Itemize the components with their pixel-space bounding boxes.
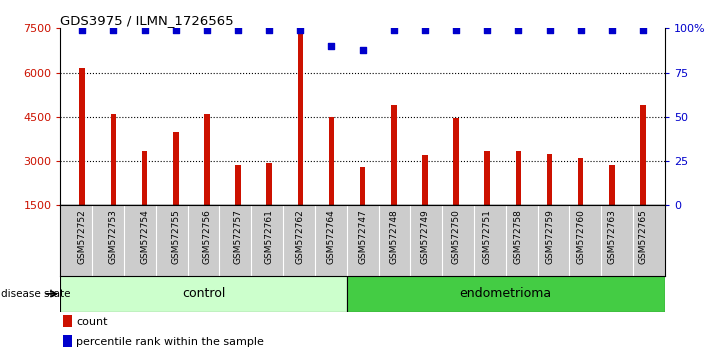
- Point: [388, 27, 400, 33]
- Point: [419, 27, 431, 33]
- Text: GSM572750: GSM572750: [451, 209, 461, 264]
- Text: GSM572754: GSM572754: [140, 209, 149, 264]
- Point: [544, 27, 555, 33]
- Bar: [267, 162, 272, 250]
- Text: GSM572749: GSM572749: [420, 209, 429, 264]
- Text: GSM572761: GSM572761: [264, 209, 274, 264]
- Point: [513, 27, 524, 33]
- Bar: [609, 166, 614, 250]
- Text: GSM572753: GSM572753: [109, 209, 118, 264]
- Point: [637, 27, 648, 33]
- Point: [201, 27, 213, 33]
- Text: disease state: disease state: [1, 289, 70, 299]
- Point: [139, 27, 150, 33]
- Point: [326, 43, 337, 49]
- Bar: [80, 68, 85, 250]
- Text: GSM572752: GSM572752: [77, 209, 87, 264]
- Bar: [578, 158, 584, 250]
- Text: percentile rank within the sample: percentile rank within the sample: [76, 337, 264, 347]
- Point: [107, 27, 119, 33]
- Text: GSM572755: GSM572755: [171, 209, 180, 264]
- Text: GSM572760: GSM572760: [576, 209, 585, 264]
- Bar: [204, 114, 210, 250]
- Bar: [360, 167, 365, 250]
- Bar: [515, 151, 521, 250]
- Point: [606, 27, 618, 33]
- Text: GSM572765: GSM572765: [638, 209, 648, 264]
- Bar: [60, 276, 347, 312]
- Bar: [141, 151, 147, 250]
- Bar: [547, 154, 552, 250]
- Text: GSM572757: GSM572757: [233, 209, 242, 264]
- Point: [264, 27, 275, 33]
- Point: [170, 27, 181, 33]
- Point: [357, 47, 368, 52]
- Text: GSM572764: GSM572764: [327, 209, 336, 264]
- Text: GSM572751: GSM572751: [483, 209, 492, 264]
- Point: [575, 27, 587, 33]
- Point: [481, 27, 493, 33]
- Bar: [484, 151, 490, 250]
- Text: GSM572748: GSM572748: [389, 209, 398, 264]
- Bar: [422, 155, 428, 250]
- Text: GSM572762: GSM572762: [296, 209, 305, 264]
- Bar: [173, 132, 178, 250]
- Bar: [391, 105, 397, 250]
- Text: GSM572747: GSM572747: [358, 209, 367, 264]
- Bar: [63, 335, 72, 347]
- Text: endometrioma: endometrioma: [460, 287, 552, 300]
- Text: control: control: [182, 287, 225, 300]
- Bar: [347, 276, 665, 312]
- Text: GDS3975 / ILMN_1726565: GDS3975 / ILMN_1726565: [60, 14, 234, 27]
- Point: [450, 27, 461, 33]
- Bar: [111, 114, 116, 250]
- Text: count: count: [76, 318, 107, 327]
- Bar: [297, 30, 303, 250]
- Bar: [63, 315, 72, 327]
- Text: GSM572759: GSM572759: [545, 209, 554, 264]
- Bar: [328, 117, 334, 250]
- Text: GSM572756: GSM572756: [203, 209, 211, 264]
- Point: [77, 27, 88, 33]
- Text: GSM572763: GSM572763: [607, 209, 616, 264]
- Point: [294, 27, 306, 33]
- Text: GSM572758: GSM572758: [514, 209, 523, 264]
- Bar: [640, 105, 646, 250]
- Bar: [235, 166, 241, 250]
- Bar: [454, 118, 459, 250]
- Point: [232, 27, 244, 33]
